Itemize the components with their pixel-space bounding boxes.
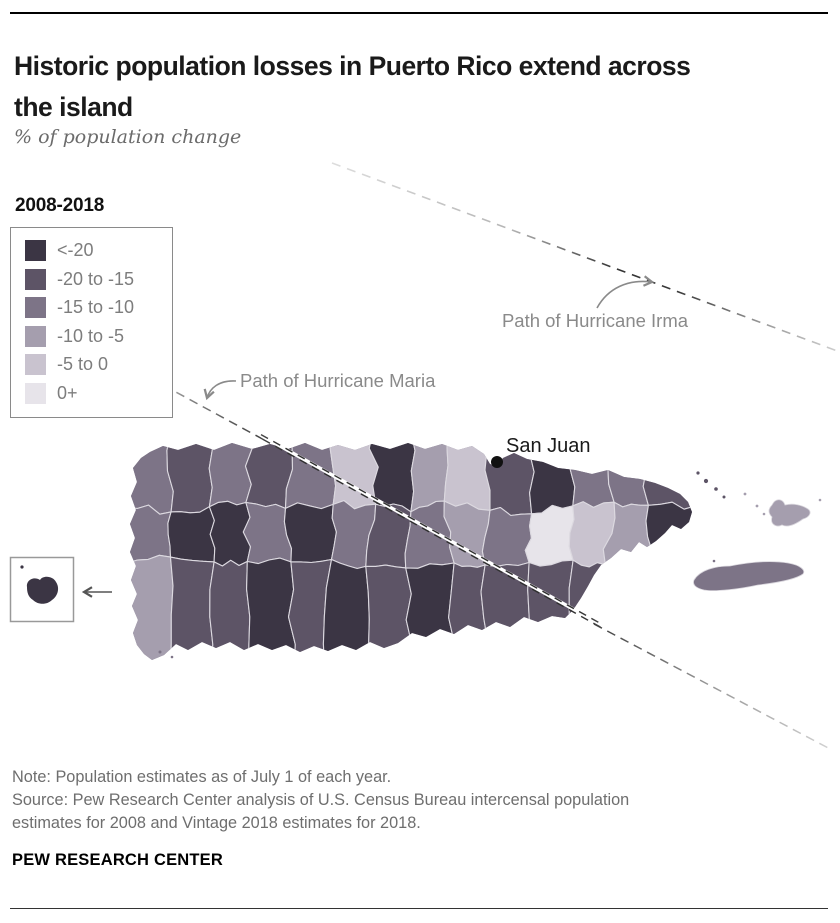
municipality [527,559,575,660]
san-juan-marker: San Juan [491,435,591,468]
legend-swatch [25,325,46,347]
municipality [246,557,296,660]
page-title: Historic population losses in Puerto Ric… [14,50,691,122]
culebra-island [768,499,811,527]
monito-islet [20,565,24,569]
municipality [130,443,174,515]
legend-swatch [25,354,46,375]
municipality [209,559,251,660]
brand: PEW RESEARCH CENTER [12,851,223,869]
legend: 2008-2018 <-20 -20 to -15 -15 to -10 -10… [10,195,173,418]
legend-swatch [25,297,46,318]
top-rule [10,12,828,14]
municipality [169,556,215,660]
municipality [166,443,213,514]
municipality [287,558,333,660]
municipality [410,443,450,513]
hurricane-maria-path: Path of Hurricane Maria [149,370,833,751]
legend-item: <-20 [25,240,158,261]
legend-box: <-20 -20 to -15 -15 to -10 -10 to -5 -5 … [10,227,173,418]
subtitle: % of population change [14,126,242,148]
legend-item: -15 to -10 [25,297,158,318]
municipality [443,443,491,511]
municipality [481,506,533,567]
mona-island [26,576,59,604]
municipality [568,559,613,660]
municipality [130,554,174,660]
footnote: Note: Population estimates as of July 1 … [12,766,667,834]
legend-swatch [25,268,46,290]
legend-item: -5 to 0 [25,354,158,375]
municipality [645,501,692,574]
municipality [480,561,532,660]
municipality [642,443,692,510]
irma-arrow [596,275,655,309]
municipality [603,562,657,660]
hurricane-irma-path: Path of Hurricane Irma [331,162,840,353]
hurricane-maria-label: Path of Hurricane Maria [240,370,436,391]
municipality [167,506,216,563]
municipality [322,558,370,660]
source-text: Source: Pew Research Center analysis of … [12,790,630,832]
small-islets [158,471,822,659]
main-island [130,443,692,660]
vieques-island [693,561,805,592]
mona-inset [9,556,112,623]
municipality [524,504,575,567]
bottom-rule [10,908,828,909]
municipality [648,567,692,660]
note-text: Note: Population estimates as of July 1 … [12,768,392,786]
legend-item: -20 to -15 [25,268,158,290]
legend-item: -10 to -5 [25,325,158,347]
legend-item: 0+ [25,382,158,404]
san-juan-label: San Juan [506,435,591,457]
hurricane-irma-label: Path of Hurricane Irma [502,310,689,331]
municipality [242,501,293,565]
municipality [283,502,337,564]
legend-title: 2008-2018 [15,195,105,216]
municipality [284,443,337,510]
san-juan-dot [491,456,503,468]
municipality [130,504,172,564]
municipality [405,562,456,660]
legend-swatch [25,382,46,404]
legend-swatch [25,240,46,261]
maria-arrow [203,380,237,401]
municipality [606,443,650,508]
